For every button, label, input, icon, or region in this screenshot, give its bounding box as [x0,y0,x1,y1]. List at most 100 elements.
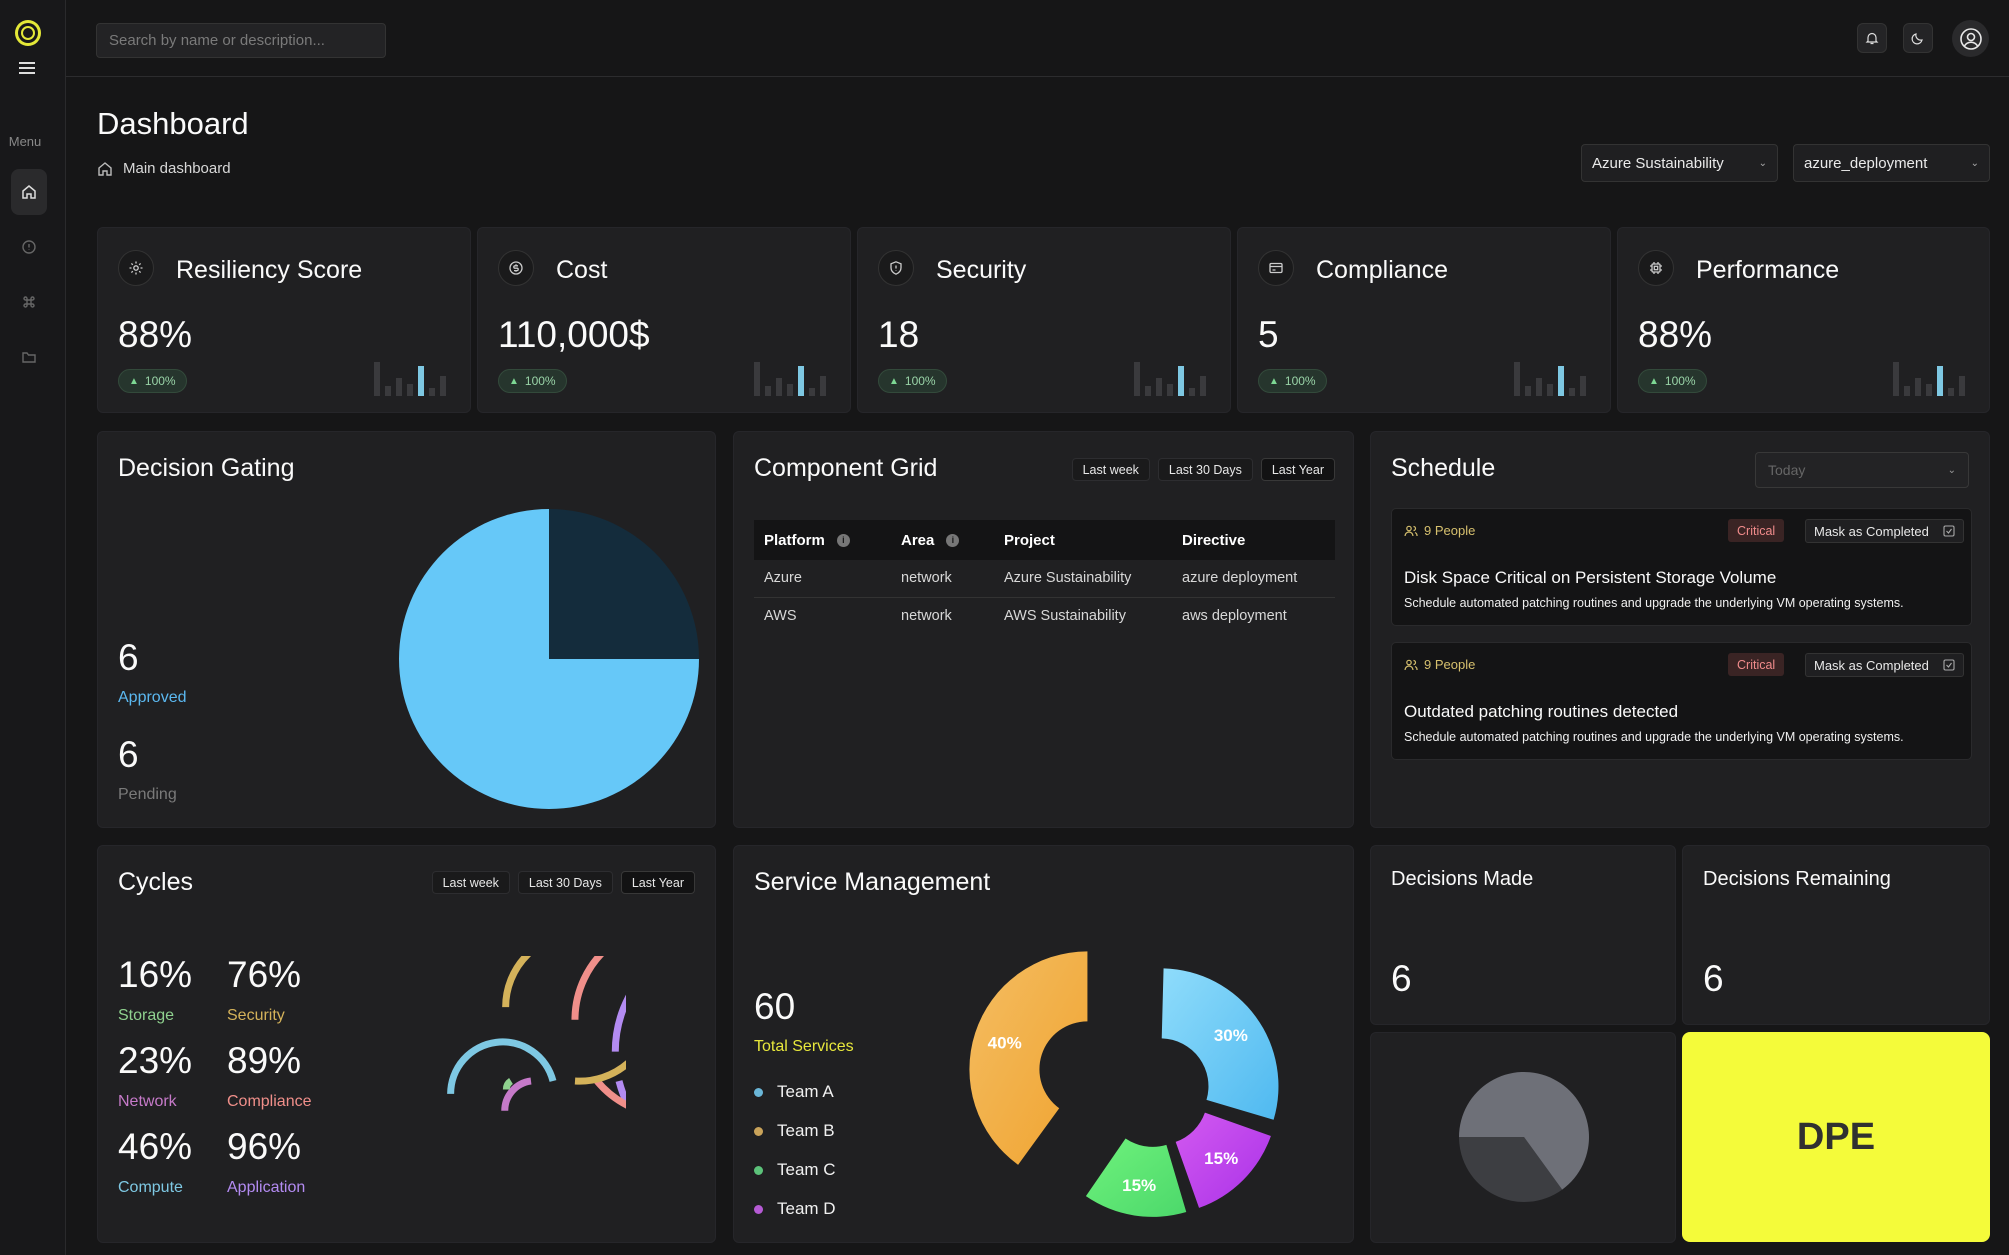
schedule-item[interactable]: 9 People Critical Mask as Completed Outd… [1391,642,1972,760]
column-header[interactable]: Project [994,520,1172,560]
section-title: Decisions Made [1391,868,1534,890]
filter-last-year[interactable]: Last Year [620,871,695,894]
column-header[interactable]: Directive [1172,520,1335,560]
moon-icon[interactable] [1903,23,1933,53]
decisions-remaining-card: Decisions Remaining 6 [1682,845,1990,1025]
filter-last-30-days[interactable]: Last 30 Days [1157,458,1253,481]
cycle-label-network: Network [118,1093,177,1110]
kpi-value: 88% [1638,314,1713,355]
people-count: 9 People [1404,657,1475,672]
kpi-value: 5 [1258,314,1279,355]
page-title: Dashboard [97,106,249,141]
sparkline [1514,360,1586,396]
bell-icon[interactable] [1857,23,1887,53]
section-title: Decision Gating [118,454,295,482]
shield-icon [878,250,914,286]
pie-slice-pending [549,509,699,659]
filter-last-week[interactable]: Last week [1071,458,1150,481]
sparkline [754,360,826,396]
legend-label: Team A [777,1082,834,1101]
chip-icon [1638,250,1674,286]
legend-swatch [754,1204,763,1214]
mark-completed-button[interactable]: Mask as Completed [1805,519,1964,543]
check-square-icon [1943,659,1955,671]
kpi-title: Resiliency Score [176,256,363,284]
table-cell: network [891,560,994,598]
trend-badge-label: 100% [524,374,556,388]
alert-icon[interactable] [11,224,47,270]
hamburger-menu-icon[interactable] [19,62,35,76]
table-row[interactable]: Azure network Azure Sustainability azure… [754,560,1335,598]
time-filter: Last week Last 30 Days Last Year [431,871,695,894]
gear-icon [118,250,154,286]
section-title: Service Management [754,868,991,896]
people-count-label: 9 People [1424,523,1476,538]
command-icon[interactable] [11,279,47,325]
pending-value: 6 [118,734,139,775]
column-header-label: Area [901,531,935,549]
trend-badge-label: 100% [144,374,176,388]
kpi-card-cost[interactable]: Cost 110,000$ ▲ 100% [477,227,851,413]
legend-item: Team A [754,1082,834,1102]
table-row[interactable]: AWS network AWS Sustainability aws deplo… [754,597,1335,634]
cycle-value-compliance: 89% [227,1040,302,1081]
filter-last-week[interactable]: Last week [431,871,510,894]
breadcrumb[interactable]: Main dashboard [97,160,231,177]
cycles-card: Cycles Last week Last 30 Days Last Year … [97,845,716,1243]
schedule-date-select[interactable]: Today ⌄ [1755,452,1969,488]
arrow-up-icon: ▲ [129,375,139,387]
info-icon[interactable]: i [946,534,960,548]
directive-select[interactable]: azure_deployment ⌄ [1793,144,1990,182]
filter-last-30-days[interactable]: Last 30 Days [517,871,613,894]
kpi-card-security[interactable]: Security 18 ▲ 100% [857,227,1231,413]
cycle-label-storage: Storage [118,1007,175,1024]
directive-select-value: azure_deployment [1804,154,1928,172]
cycle-label-security: Security [227,1007,285,1024]
avatar[interactable] [1952,20,1989,57]
kpi-value: 18 [878,314,920,355]
menu-label: Menu [8,134,42,149]
schedule-item-description: Schedule automated patching routines and… [1404,596,1904,610]
search-input[interactable] [96,23,386,58]
donut-slice-team-b [969,951,1088,1165]
dollar-icon [498,250,534,286]
column-header[interactable]: Area i [891,520,994,560]
severity-badge: Critical [1728,653,1785,676]
people-count-label: 9 People [1424,657,1476,672]
schedule-item-description: Schedule automated patching routines and… [1404,730,1904,744]
cycle-label-compliance: Compliance [227,1093,312,1110]
kpi-title: Performance [1696,256,1840,284]
logo[interactable] [15,20,41,46]
schedule-date-select-value: Today [1768,462,1806,478]
kpi-card-resiliency[interactable]: Resiliency Score 88% ▲ 100% [97,227,471,413]
severity-badge: Critical [1728,519,1785,542]
donut-slice-label: 40% [988,1033,1022,1052]
project-select[interactable]: Azure Sustainability ⌄ [1581,144,1778,182]
donut-slice-label: 15% [1204,1149,1238,1168]
arrow-up-icon: ▲ [889,375,899,387]
folder-icon[interactable] [11,334,47,380]
approved-label: Approved [118,689,187,706]
filter-last-year[interactable]: Last Year [1260,458,1335,481]
cycle-value-compute: 46% [118,1126,193,1167]
trend-badge: ▲ 100% [118,369,187,393]
trend-badge: ▲ 100% [878,369,947,393]
table-cell: aws deployment [1182,607,1287,624]
decisions-made-value: 6 [1391,958,1412,999]
cycle-value-network: 23% [118,1040,193,1081]
section-title: Cycles [118,868,194,896]
home-icon[interactable] [11,169,47,215]
time-filter: Last week Last 30 Days Last Year [1071,458,1335,481]
column-header[interactable]: Platform i [754,520,891,560]
kpi-card-performance[interactable]: Performance 88% ▲ 100% [1617,227,1990,413]
section-title: Decisions Remaining [1703,868,1891,890]
schedule-item[interactable]: 9 People Critical Mask as Completed Disk… [1391,508,1972,626]
kpi-card-compliance[interactable]: Compliance 5 ▲ 100% [1237,227,1611,413]
dpe-tile[interactable]: DPE [1682,1032,1990,1242]
kpi-value: 110,000$ [498,314,650,355]
schedule-item-title: Disk Space Critical on Persistent Storag… [1404,568,1777,587]
ring-network [501,1077,532,1111]
mark-completed-button[interactable]: Mask as Completed [1805,653,1964,677]
approved-value: 6 [118,637,139,678]
info-icon[interactable]: i [836,534,850,548]
